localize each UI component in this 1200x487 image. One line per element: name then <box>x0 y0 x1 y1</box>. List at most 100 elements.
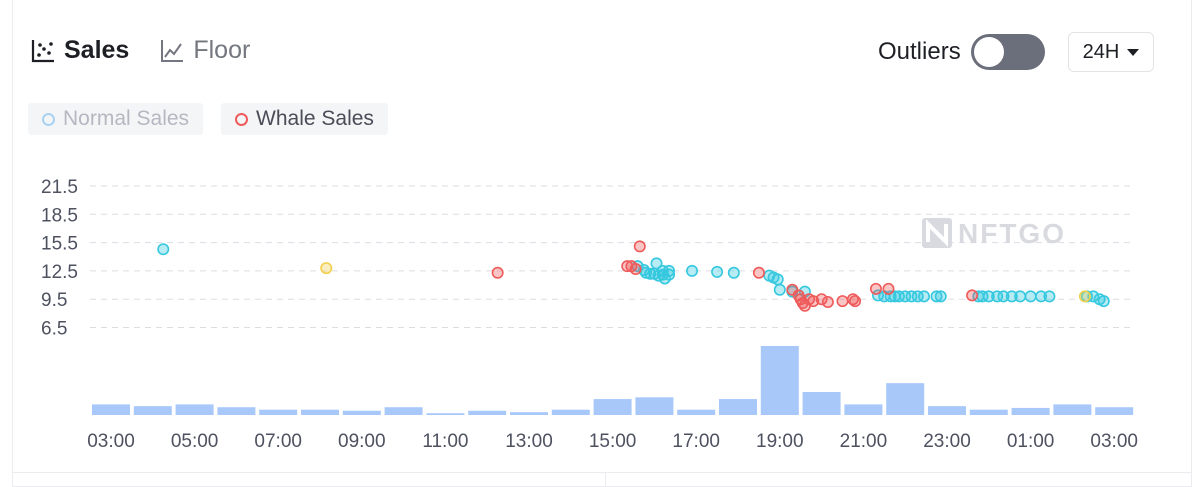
volume-bar[interactable] <box>175 404 214 415</box>
volume-bar[interactable] <box>844 404 883 415</box>
normal-sale-point[interactable] <box>930 290 943 303</box>
card-column-divider <box>605 472 606 487</box>
normal-sale-point[interactable] <box>1097 295 1110 308</box>
whale-sale-point[interactable] <box>815 293 828 306</box>
x-tick-label: 05:00 <box>171 431 219 452</box>
normal-sale-point[interactable] <box>663 268 676 281</box>
normal-sale-point[interactable] <box>773 283 786 296</box>
y-tick-label: 21.5 <box>41 177 78 198</box>
volume-bar[interactable] <box>969 409 1008 415</box>
x-tick-label: 19:00 <box>756 431 804 452</box>
normal-sales-dot-icon <box>42 112 55 126</box>
volume-bar[interactable] <box>1095 407 1134 415</box>
x-tick-label: 15:00 <box>589 431 637 452</box>
normal-sale-point[interactable] <box>727 266 740 279</box>
volume-bar[interactable] <box>217 407 256 415</box>
chart-tabs: Sales Floor <box>30 36 250 65</box>
outliers-toggle[interactable] <box>970 34 1045 70</box>
normal-sale-point[interactable] <box>1024 290 1037 303</box>
normal-sale-point[interactable] <box>650 257 663 270</box>
highlighted-sale-point[interactable] <box>1078 290 1091 303</box>
normal-sale-point[interactable] <box>1043 290 1056 303</box>
tab-sales[interactable]: Sales <box>30 36 129 65</box>
volume-bar[interactable] <box>468 410 507 415</box>
toggle-knob <box>973 37 1004 67</box>
volume-bar[interactable] <box>760 346 799 415</box>
nftgo-watermark: NFTGO <box>922 218 1066 249</box>
y-tick-label: 12.5 <box>41 262 78 283</box>
normal-sale-point[interactable] <box>997 290 1010 303</box>
whale-sale-point[interactable] <box>821 296 834 309</box>
normal-sale-point[interactable] <box>1087 290 1100 303</box>
normal-sale-point[interactable] <box>686 264 699 277</box>
volume-bar[interactable] <box>1053 404 1092 415</box>
normal-sale-point[interactable] <box>982 290 995 303</box>
card-divider <box>13 472 1191 473</box>
y-tick-label: 9.5 <box>41 290 67 311</box>
whale-sale-point[interactable] <box>882 282 895 295</box>
whale-sale-point[interactable] <box>633 240 646 253</box>
x-tick-label: 03:00 <box>87 431 135 452</box>
volume-bar[interactable] <box>259 409 298 415</box>
highlighted-sale-point[interactable] <box>320 262 333 275</box>
chevron-down-icon <box>1127 48 1140 56</box>
x-tick-label: 23:00 <box>923 431 971 452</box>
volume-bar[interactable] <box>510 412 548 415</box>
scatter-icon <box>30 38 56 64</box>
outliers-label: Outliers <box>878 38 961 65</box>
x-tick-label: 03:00 <box>1090 431 1138 452</box>
volume-bar[interactable] <box>426 413 465 415</box>
x-tick-label: 07:00 <box>254 431 302 452</box>
normal-sale-point[interactable] <box>711 265 724 278</box>
whale-sales-dot-icon <box>235 112 249 126</box>
line-chart-icon <box>159 38 185 64</box>
normal-sale-point[interactable] <box>771 273 784 286</box>
y-tick-label: 15.5 <box>41 234 78 255</box>
whale-sale-point[interactable] <box>869 282 882 295</box>
normal-sale-point[interactable] <box>1014 290 1027 303</box>
whale-sale-point[interactable] <box>849 295 862 308</box>
y-tick-label: 18.5 <box>41 205 78 226</box>
chart-legend: Normal Sales Whale Sales <box>28 103 388 135</box>
volume-bar[interactable] <box>1011 407 1050 415</box>
normal-sale-point[interactable] <box>1035 290 1048 303</box>
time-range-select[interactable]: 24H <box>1068 32 1154 72</box>
volume-bar[interactable] <box>928 406 966 415</box>
legend-normal-label: Normal Sales <box>63 107 190 130</box>
volume-bar[interactable] <box>92 404 130 415</box>
whale-sale-point[interactable] <box>629 263 642 276</box>
whale-sale-point[interactable] <box>491 266 504 279</box>
volume-bar[interactable] <box>635 397 674 415</box>
outliers-control: Outliers <box>878 34 1045 70</box>
normal-sale-point[interactable] <box>918 290 931 303</box>
volume-bar[interactable] <box>802 392 841 415</box>
x-tick-label: 09:00 <box>338 431 386 452</box>
normal-sale-point[interactable] <box>157 243 170 256</box>
whale-sale-point[interactable] <box>752 266 765 279</box>
volume-bar[interactable] <box>551 409 590 415</box>
volume-bar[interactable] <box>301 409 339 415</box>
volume-bar[interactable] <box>719 399 757 415</box>
tab-floor-label: Floor <box>193 36 251 64</box>
time-range-value: 24H <box>1082 40 1120 63</box>
x-tick-label: 11:00 <box>422 431 468 452</box>
volume-bar[interactable] <box>133 406 172 415</box>
tab-sales-label: Sales <box>64 36 130 64</box>
watermark-text: NFTGO <box>958 218 1066 249</box>
tab-floor[interactable]: Floor <box>159 36 250 65</box>
volume-bar[interactable] <box>342 410 381 415</box>
volume-bar[interactable] <box>593 399 632 415</box>
whale-sale-point[interactable] <box>966 289 979 302</box>
normal-sale-point[interactable] <box>663 264 676 277</box>
x-tick-label: 01:00 <box>1007 431 1055 452</box>
volume-bar[interactable] <box>677 409 716 415</box>
volume-bar[interactable] <box>384 407 423 415</box>
x-tick-label: 17:00 <box>672 431 720 452</box>
normal-sale-point[interactable] <box>1005 290 1018 303</box>
normal-sale-point[interactable] <box>934 290 947 303</box>
whale-sale-point[interactable] <box>836 295 849 308</box>
volume-bar[interactable] <box>886 383 925 415</box>
legend-whale-sales[interactable]: Whale Sales <box>221 103 388 135</box>
legend-normal-sales[interactable]: Normal Sales <box>28 103 204 135</box>
